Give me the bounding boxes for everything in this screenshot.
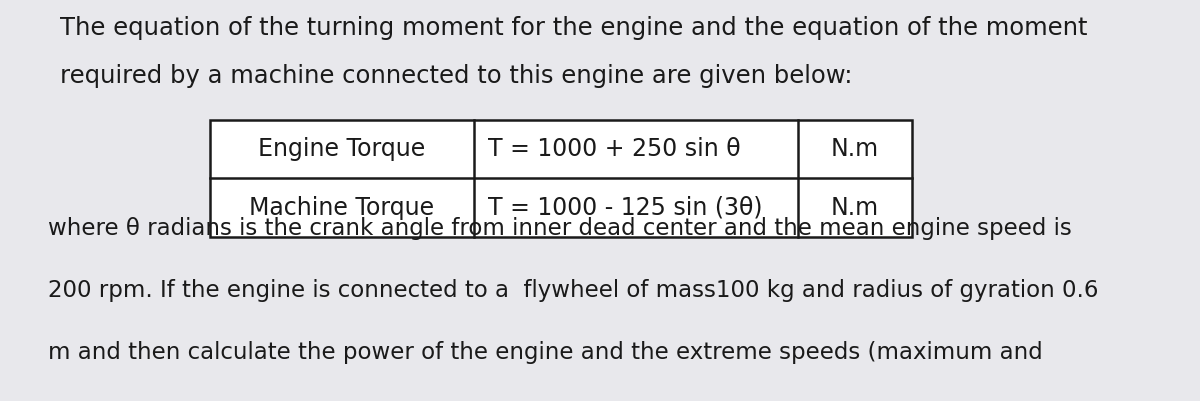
Text: m and then calculate the power of the engine and the extreme speeds (maximum and: m and then calculate the power of the en… — [48, 341, 1043, 364]
Text: 200 rpm. If the engine is connected to a  flywheel of mass100 kg and radius of g: 200 rpm. If the engine is connected to a… — [48, 279, 1098, 302]
Bar — [210, 120, 912, 237]
Text: T = 1000 + 250 sin θ: T = 1000 + 250 sin θ — [488, 138, 742, 161]
Text: required by a machine connected to this engine are given below:: required by a machine connected to this … — [60, 64, 852, 88]
Text: Engine Torque: Engine Torque — [258, 138, 426, 161]
Text: T = 1000 - 125 sin (3θ): T = 1000 - 125 sin (3θ) — [488, 196, 763, 219]
Text: The equation of the turning moment for the engine and the equation of the moment: The equation of the turning moment for t… — [60, 16, 1087, 40]
Text: Machine Torque: Machine Torque — [250, 196, 434, 219]
Text: where θ radians is the crank angle from inner dead center and the mean engine sp: where θ radians is the crank angle from … — [48, 217, 1072, 239]
Text: N.m: N.m — [830, 196, 880, 219]
Text: N.m: N.m — [830, 138, 880, 161]
